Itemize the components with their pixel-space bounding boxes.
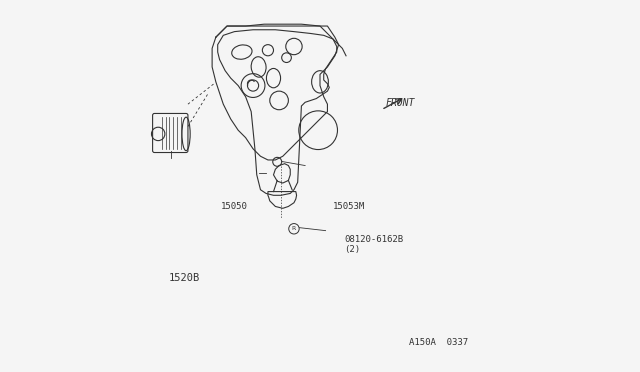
Text: FRONT: FRONT (385, 98, 415, 108)
Text: 15053M: 15053M (333, 202, 365, 211)
Text: 08120-6162B: 08120-6162B (344, 235, 403, 244)
Text: (2): (2) (344, 245, 360, 254)
Text: 15050: 15050 (221, 202, 248, 211)
Text: 1520B: 1520B (168, 273, 200, 283)
Text: R: R (292, 226, 296, 231)
Text: A150A  0337: A150A 0337 (410, 338, 468, 347)
